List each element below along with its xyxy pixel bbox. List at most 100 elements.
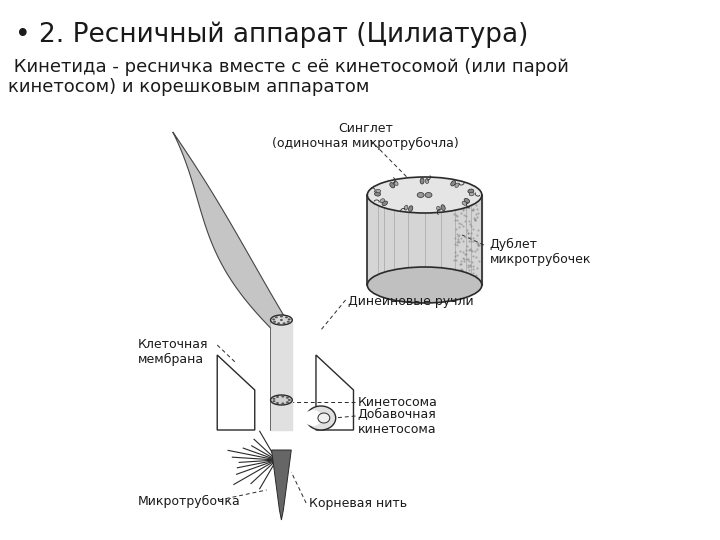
Point: [467, 259, 479, 267]
Point: [460, 280, 472, 289]
Point: [449, 273, 460, 282]
Point: [454, 262, 465, 271]
Ellipse shape: [469, 192, 474, 196]
Text: Кинетосома: Кинетосома: [357, 396, 437, 409]
Ellipse shape: [283, 322, 286, 325]
Point: [456, 262, 468, 271]
Ellipse shape: [282, 396, 284, 397]
Point: [452, 274, 464, 283]
Point: [468, 233, 480, 241]
Point: [456, 202, 468, 211]
Ellipse shape: [382, 201, 387, 206]
Point: [457, 232, 469, 241]
Point: [466, 212, 477, 220]
Point: [464, 261, 476, 269]
Ellipse shape: [468, 189, 474, 193]
Point: [450, 208, 462, 217]
Text: • 2. Ресничный аппарат (Цилиатура): • 2. Ресничный аппарат (Цилиатура): [15, 22, 528, 49]
Ellipse shape: [318, 413, 330, 423]
Point: [458, 266, 469, 275]
Point: [468, 270, 480, 279]
Point: [471, 210, 482, 219]
Point: [453, 259, 464, 267]
Point: [459, 273, 471, 282]
Point: [464, 221, 476, 230]
Point: [456, 212, 467, 221]
Point: [462, 239, 474, 248]
Point: [456, 209, 468, 218]
Text: Кинетида - ресничка вместе с её кинетосомой (или парой: Кинетида - ресничка вместе с её кинетосо…: [8, 58, 569, 76]
Point: [451, 212, 462, 220]
Point: [458, 208, 469, 217]
Point: [455, 193, 467, 202]
Ellipse shape: [272, 400, 276, 402]
Ellipse shape: [380, 199, 384, 202]
Point: [463, 247, 474, 256]
Point: [448, 245, 459, 254]
Point: [459, 214, 471, 222]
Point: [458, 258, 469, 266]
Ellipse shape: [277, 322, 280, 325]
Point: [466, 262, 477, 271]
Point: [454, 211, 465, 219]
Point: [473, 273, 485, 282]
Point: [467, 204, 479, 213]
Point: [468, 231, 480, 239]
Ellipse shape: [436, 206, 441, 211]
Point: [451, 195, 462, 204]
Ellipse shape: [394, 181, 398, 186]
Point: [456, 279, 467, 287]
Point: [459, 267, 471, 275]
Point: [467, 212, 478, 220]
Point: [467, 253, 478, 262]
Point: [469, 238, 481, 246]
Point: [451, 194, 462, 202]
Point: [458, 224, 469, 232]
Point: [463, 229, 474, 238]
Point: [469, 230, 480, 238]
Point: [454, 260, 465, 268]
Point: [467, 199, 479, 207]
Point: [456, 204, 468, 213]
Point: [451, 272, 463, 280]
Point: [462, 273, 474, 282]
Point: [473, 237, 485, 246]
Point: [471, 242, 482, 251]
Polygon shape: [271, 450, 292, 520]
Point: [461, 208, 472, 217]
Point: [471, 237, 482, 246]
Point: [462, 231, 474, 240]
Point: [454, 280, 465, 289]
Polygon shape: [173, 132, 292, 328]
Ellipse shape: [288, 319, 291, 320]
Point: [457, 202, 469, 211]
Point: [468, 269, 480, 278]
Point: [456, 224, 467, 233]
Point: [462, 215, 474, 224]
Point: [450, 242, 462, 251]
Point: [456, 260, 468, 268]
Point: [466, 245, 477, 254]
Point: [467, 280, 479, 288]
Point: [454, 212, 465, 220]
Point: [449, 213, 460, 221]
Point: [448, 247, 459, 256]
Ellipse shape: [306, 406, 336, 430]
Point: [464, 202, 475, 211]
Point: [458, 214, 469, 223]
Text: Дублет
микротрубочек: Дублет микротрубочек: [490, 238, 591, 266]
Point: [473, 228, 485, 237]
Ellipse shape: [287, 321, 289, 323]
Text: Клеточная
мембрана: Клеточная мембрана: [138, 338, 209, 366]
Ellipse shape: [275, 316, 278, 318]
Point: [450, 227, 462, 236]
Point: [457, 246, 469, 254]
Ellipse shape: [272, 319, 275, 320]
Ellipse shape: [417, 192, 424, 198]
Point: [467, 218, 478, 227]
Point: [454, 231, 466, 240]
Point: [452, 195, 464, 204]
Ellipse shape: [288, 399, 291, 401]
Point: [454, 250, 466, 259]
Point: [448, 208, 459, 217]
